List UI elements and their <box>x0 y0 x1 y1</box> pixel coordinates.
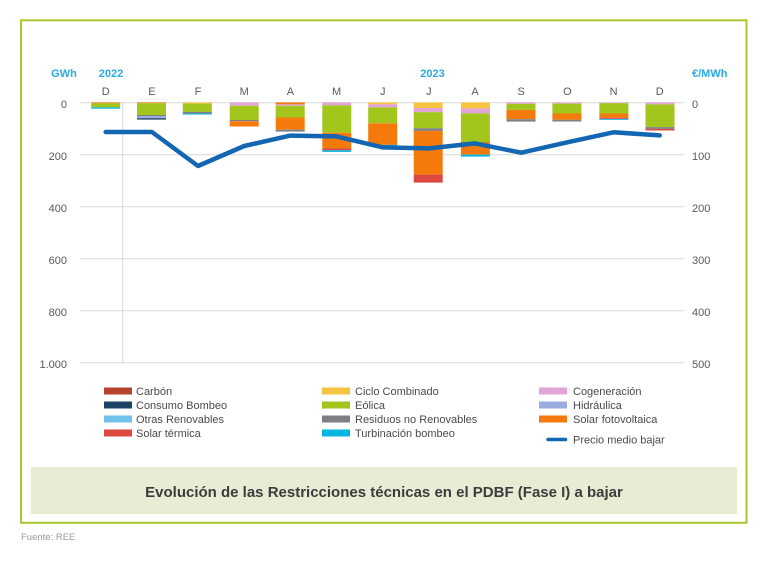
svg-text:Precio medio bajar: Precio medio bajar <box>573 435 665 447</box>
svg-text:F: F <box>195 86 202 98</box>
svg-text:Solar fotovoltaica: Solar fotovoltaica <box>573 414 658 426</box>
svg-text:Otras Renovables: Otras Renovables <box>136 414 225 426</box>
svg-text:D: D <box>102 86 110 98</box>
svg-text:J: J <box>426 86 432 98</box>
svg-text:600: 600 <box>49 255 67 267</box>
svg-text:D: D <box>656 86 664 98</box>
svg-text:2022: 2022 <box>99 68 123 80</box>
svg-text:Residuos no Renovables: Residuos no Renovables <box>355 414 478 426</box>
svg-text:Cogeneración: Cogeneración <box>573 386 642 398</box>
svg-text:Solar térmica: Solar térmica <box>136 428 202 440</box>
svg-text:Eólica: Eólica <box>355 400 386 412</box>
svg-text:M: M <box>240 86 249 98</box>
svg-text:GWh: GWh <box>51 68 77 80</box>
svg-text:Hidráulica: Hidráulica <box>573 400 623 412</box>
svg-text:1.000: 1.000 <box>39 359 67 371</box>
svg-text:300: 300 <box>692 255 710 267</box>
svg-text:Fuente: REE: Fuente: REE <box>21 532 75 543</box>
svg-text:Consumo Bombeo: Consumo Bombeo <box>136 400 227 412</box>
svg-text:400: 400 <box>692 307 710 319</box>
svg-text:Carbón: Carbón <box>136 386 172 398</box>
svg-text:0: 0 <box>692 99 698 111</box>
svg-text:A: A <box>471 86 479 98</box>
svg-text:0: 0 <box>61 99 67 111</box>
svg-text:400: 400 <box>49 203 67 215</box>
svg-text:200: 200 <box>692 203 710 215</box>
svg-text:N: N <box>610 86 618 98</box>
svg-text:J: J <box>380 86 386 98</box>
svg-text:M: M <box>332 86 341 98</box>
svg-text:Evolución de las Restricciones: Evolución de las Restricciones técnicas … <box>145 484 623 501</box>
svg-text:O: O <box>563 86 572 98</box>
svg-text:E: E <box>148 86 155 98</box>
svg-text:Ciclo Combinado: Ciclo Combinado <box>355 386 439 398</box>
svg-text:200: 200 <box>49 151 67 163</box>
svg-text:Turbinación bombeo: Turbinación bombeo <box>355 428 455 440</box>
svg-text:S: S <box>518 86 525 98</box>
svg-text:2023: 2023 <box>420 68 444 80</box>
svg-text:500: 500 <box>692 359 710 371</box>
svg-text:100: 100 <box>692 151 710 163</box>
svg-text:800: 800 <box>49 307 67 319</box>
svg-text:A: A <box>287 86 295 98</box>
svg-text:€/MWh: €/MWh <box>692 68 728 80</box>
